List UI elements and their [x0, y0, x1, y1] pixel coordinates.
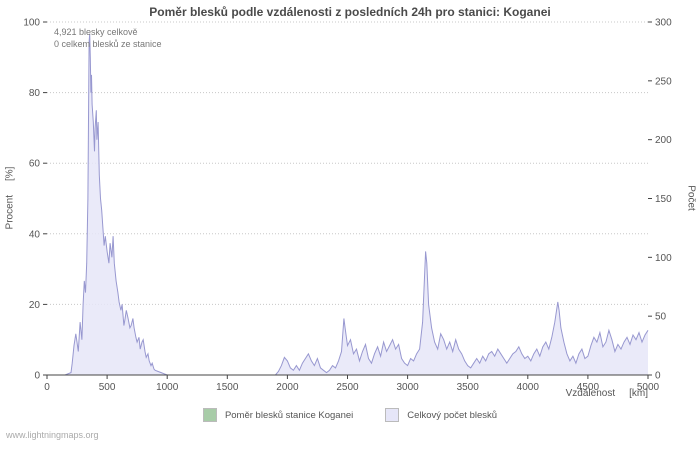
svg-text:100: 100 [655, 253, 672, 264]
legend-label-station-ratio: Poměr blesků stanice Koganei [224, 409, 354, 421]
legend: Poměr blesků stanice Koganei Celkový poč… [0, 408, 700, 422]
svg-text:0: 0 [655, 371, 661, 382]
svg-text:150: 150 [655, 194, 672, 205]
svg-text:1500: 1500 [216, 382, 239, 393]
svg-text:300: 300 [655, 18, 672, 29]
svg-text:3500: 3500 [457, 382, 480, 393]
chart-annotations: 4,921 blesky celkově 0 celkem blesků ze … [54, 26, 162, 50]
svg-text:100: 100 [23, 18, 40, 29]
svg-text:5000: 5000 [637, 382, 660, 393]
x-axis-unit: [km] [629, 388, 648, 399]
legend-swatch-station-ratio [202, 408, 217, 422]
legend-swatch-total-count [385, 408, 400, 422]
svg-text:0: 0 [34, 371, 40, 382]
svg-text:60: 60 [29, 159, 41, 170]
svg-text:4000: 4000 [517, 382, 540, 393]
annotation-station-strikes: 0 celkem blesků ze stanice [54, 39, 162, 49]
svg-text:20: 20 [29, 300, 41, 311]
svg-text:0: 0 [44, 382, 50, 393]
left-axis-label: Procent [%] [5, 167, 16, 230]
legend-item-station-ratio: Poměr blesků stanice Koganei [202, 408, 354, 422]
annotation-total-strikes: 4,921 blesky celkově [54, 27, 138, 37]
svg-text:80: 80 [29, 88, 41, 99]
svg-text:250: 250 [655, 76, 672, 87]
x-axis-label-text: Vzdálenost [565, 388, 616, 399]
svg-text:200: 200 [655, 135, 672, 146]
svg-text:4500: 4500 [577, 382, 600, 393]
svg-text:3000: 3000 [396, 382, 419, 393]
svg-text:1000: 1000 [156, 382, 179, 393]
x-axis-label: Vzdálenost [km] [566, 388, 648, 399]
right-axis-label: Počet [685, 185, 697, 211]
left-axis-unit: [%] [4, 166, 16, 181]
watermark: www.lightningmaps.org [6, 430, 99, 440]
legend-item-total-count: Celkový počet blesků [385, 408, 497, 422]
legend-label-total-count: Celkový počet blesků [407, 409, 498, 421]
svg-text:2500: 2500 [336, 382, 359, 393]
svg-text:2000: 2000 [276, 382, 299, 393]
svg-text:40: 40 [29, 229, 41, 240]
svg-text:50: 50 [655, 312, 667, 323]
chart-title: Poměr blesků podle vzdálenosti z posledn… [149, 5, 551, 19]
svg-text:500: 500 [99, 382, 116, 393]
left-axis-label-text: Procent [4, 194, 16, 230]
